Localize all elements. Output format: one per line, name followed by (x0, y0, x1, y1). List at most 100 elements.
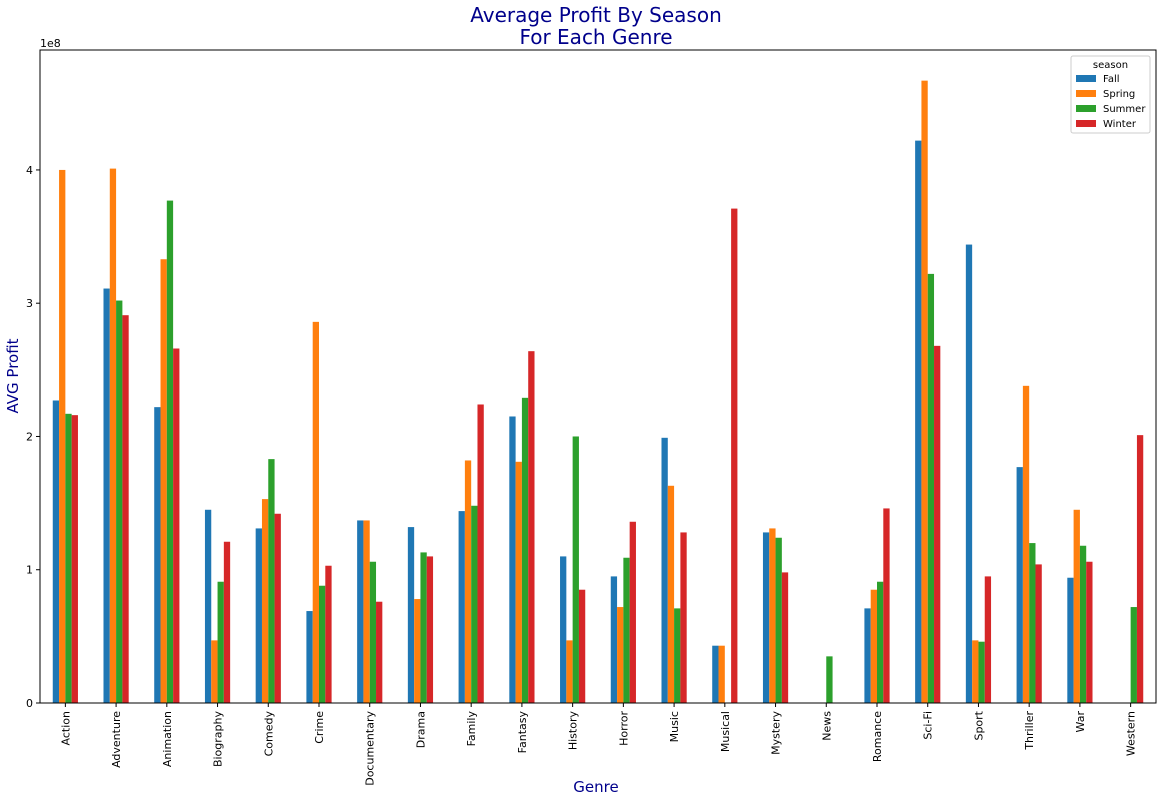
bar-horror-spring (617, 607, 624, 703)
bar-crime-fall (306, 611, 313, 703)
x-tick-label: Drama (414, 711, 427, 748)
bar-crime-spring (312, 321, 319, 703)
x-tick-label: Family (465, 711, 478, 747)
bar-crime-summer (319, 585, 326, 703)
x-tick-label: Documentary (364, 711, 377, 786)
bar-war-fall (1067, 577, 1074, 703)
bar-mystery-spring (769, 528, 776, 703)
x-tick-label: Mystery (770, 711, 783, 755)
legend-label-fall: Fall (1103, 74, 1120, 85)
bar-family-winter (477, 404, 484, 703)
bar-western-winter (1136, 435, 1144, 703)
x-tick-label: Action (59, 711, 72, 745)
legend-label-winter: Winter (1103, 119, 1137, 130)
bar-sci-fi-spring (921, 80, 928, 703)
x-tick-label: Sci-Fi (922, 711, 935, 740)
bar-music-fall (661, 437, 668, 703)
axes-layer: 0 1 2 3 4 Action Adventure Animation Biography Co… (26, 49, 1157, 786)
bar-mystery-summer (775, 537, 782, 703)
x-tick-label: Sport (972, 710, 985, 740)
legend-label-summer: Summer (1103, 104, 1146, 115)
bar-drama-summer (420, 552, 427, 703)
x-tick-label: Musical (719, 711, 732, 752)
x-tick-label: Romance (871, 711, 884, 762)
bar-drama-winter (426, 556, 434, 703)
bar-horror-summer (623, 557, 630, 703)
bar-adventure-winter (122, 315, 129, 703)
bar-documentary-spring (363, 520, 370, 703)
bar-documentary-winter (376, 601, 383, 703)
bar-romance-fall (864, 608, 871, 703)
legend-label-spring: Spring (1103, 89, 1135, 100)
bar-action-fall (52, 400, 60, 703)
x-tick-label: History (567, 711, 580, 751)
bars-layer (52, 80, 1144, 704)
y-tick-label: 4 (26, 164, 33, 177)
bar-mystery-winter (781, 572, 789, 703)
bar-family-spring (464, 460, 472, 703)
bar-animation-spring (160, 259, 167, 703)
bar-music-spring (667, 485, 675, 703)
bar-war-winter (1086, 561, 1093, 703)
x-tick-label: Fantasy (516, 711, 529, 754)
bar-news-summer (826, 656, 833, 703)
x-tick-label: Western (1125, 711, 1138, 756)
bar-action-summer (65, 413, 72, 703)
bar-biography-spring (211, 640, 218, 703)
bar-animation-summer (166, 200, 174, 703)
chart-title-line-2: For Each Genre (519, 25, 672, 49)
bar-biography-summer (217, 581, 224, 703)
bar-sport-spring (972, 640, 979, 703)
bar-sci-fi-summer (927, 273, 935, 703)
bar-thriller-summer (1029, 543, 1036, 703)
bar-history-winter (578, 589, 586, 703)
legend-title: season (1093, 60, 1128, 71)
bar-mystery-fall (762, 532, 770, 703)
legend-swatch-winter (1076, 120, 1096, 127)
bar-sci-fi-winter (934, 345, 941, 703)
x-tick-label: War (1074, 711, 1087, 733)
bar-history-summer (572, 436, 579, 703)
x-tick-label: Adventure (110, 711, 123, 768)
bar-biography-winter (223, 541, 231, 703)
bar-sci-fi-fall (915, 140, 922, 703)
bar-romance-spring (870, 589, 877, 703)
bar-action-spring (59, 169, 66, 703)
bar-war-summer (1079, 545, 1087, 703)
chart-title-line-1: Average Profit By Season (470, 3, 722, 27)
bar-music-summer (674, 608, 681, 703)
bar-animation-winter (173, 348, 180, 703)
y-tick-label: 3 (26, 297, 33, 310)
bar-romance-winter (883, 508, 890, 703)
bar-thriller-winter (1035, 564, 1042, 703)
bar-comedy-winter (274, 513, 281, 703)
y-tick-label: 1 (26, 564, 33, 577)
bar-music-winter (680, 532, 687, 703)
y-tick-label: 2 (26, 430, 33, 443)
bar-fantasy-winter (528, 351, 535, 703)
bar-action-winter (71, 415, 78, 703)
bar-adventure-fall (103, 288, 110, 703)
bar-adventure-spring (109, 168, 117, 704)
bar-sport-summer (978, 641, 985, 703)
bar-sport-fall (965, 244, 973, 703)
legend-swatch-summer (1076, 105, 1096, 112)
bar-western-summer (1130, 607, 1137, 703)
bar-fantasy-fall (509, 416, 516, 703)
bar-biography-fall (204, 509, 212, 703)
y-axis-multiplier: 1e8 (40, 37, 61, 50)
x-tick-label: Horror (617, 711, 630, 746)
bar-history-spring (566, 640, 573, 703)
bar-drama-fall (407, 527, 415, 703)
x-axis-title: Genre (573, 778, 618, 796)
bar-animation-fall (154, 407, 161, 703)
legend-swatch-fall (1076, 75, 1096, 82)
x-tick-label: Comedy (262, 711, 275, 757)
bar-documentary-fall (357, 520, 364, 703)
plot-frame (39, 49, 1157, 704)
legend-swatch-spring (1076, 90, 1096, 97)
bar-crime-winter (325, 565, 332, 703)
bar-sport-winter (984, 576, 992, 703)
x-tick-label: Thriller (1023, 711, 1036, 751)
